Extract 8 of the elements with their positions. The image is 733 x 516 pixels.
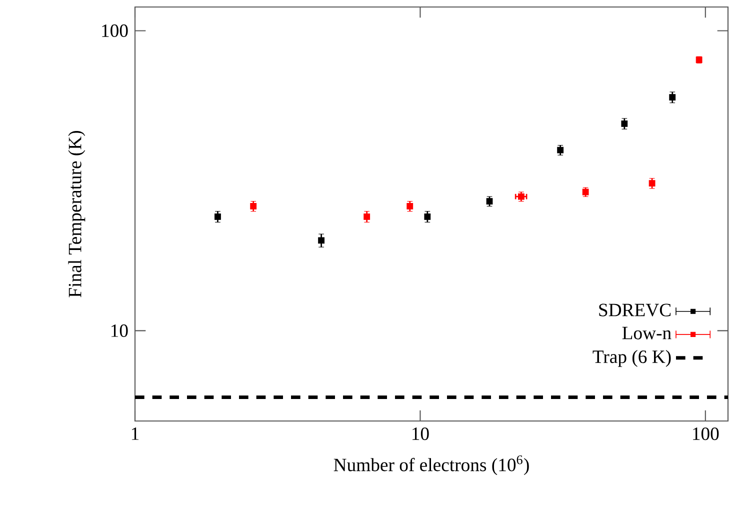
legend-label: Low-n bbox=[622, 326, 672, 340]
y-axis-title: Final Temperature (K) bbox=[68, 130, 86, 298]
legend-label: Trap (6 K) bbox=[592, 350, 671, 367]
x-tick-label: 10 bbox=[412, 427, 429, 440]
x-tick-label: 100 bbox=[693, 427, 719, 440]
x-axis-title: Number of electrons (10$^{6}$) bbox=[334, 455, 529, 476]
x-tick-label: 1 bbox=[132, 427, 139, 440]
legend-label: SDREVC bbox=[599, 304, 671, 316]
